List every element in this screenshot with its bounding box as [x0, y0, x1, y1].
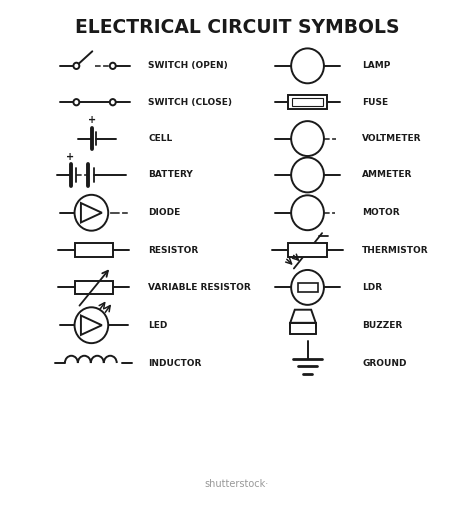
Circle shape	[74, 195, 108, 231]
Text: +: +	[88, 116, 96, 125]
Text: LDR: LDR	[362, 283, 382, 292]
Text: M: M	[301, 205, 314, 218]
Text: LAMP: LAMP	[362, 61, 391, 70]
Polygon shape	[290, 310, 316, 323]
Text: MOTOR: MOTOR	[362, 208, 400, 217]
Bar	[298, 283, 318, 292]
Text: RESISTOR: RESISTOR	[148, 245, 199, 255]
Bar	[74, 281, 113, 294]
Circle shape	[291, 48, 324, 83]
Text: SWITCH (OPEN): SWITCH (OPEN)	[148, 61, 228, 70]
Circle shape	[110, 63, 116, 69]
Text: VARIABLE RESISTOR: VARIABLE RESISTOR	[148, 283, 251, 292]
Text: FUSE: FUSE	[362, 97, 388, 107]
Bar	[288, 243, 327, 257]
Text: SWITCH (CLOSE): SWITCH (CLOSE)	[148, 97, 232, 107]
Text: DIODE: DIODE	[148, 208, 181, 217]
Circle shape	[291, 121, 324, 156]
Text: BATTERY: BATTERY	[148, 170, 193, 179]
Text: AMMETER: AMMETER	[362, 170, 412, 179]
Text: GROUND: GROUND	[362, 359, 407, 368]
Text: THERMISTOR: THERMISTOR	[362, 245, 429, 255]
Text: CELL: CELL	[148, 134, 173, 143]
Text: LED: LED	[148, 321, 168, 330]
Circle shape	[291, 195, 324, 230]
Bar	[292, 98, 323, 106]
Text: shutterstock·: shutterstock·	[205, 479, 269, 489]
Circle shape	[73, 63, 79, 69]
Text: +: +	[66, 152, 74, 162]
Circle shape	[110, 99, 116, 106]
Polygon shape	[81, 203, 102, 222]
Text: ELECTRICAL CIRCUIT SYMBOLS: ELECTRICAL CIRCUIT SYMBOLS	[75, 18, 399, 36]
Text: A: A	[303, 168, 312, 180]
Bar	[288, 95, 327, 109]
Text: BUZZER: BUZZER	[362, 321, 402, 330]
Text: V: V	[303, 131, 312, 143]
Circle shape	[74, 307, 108, 343]
Circle shape	[73, 99, 79, 106]
Text: VOLTMETER: VOLTMETER	[362, 134, 422, 143]
Text: INDUCTOR: INDUCTOR	[148, 359, 201, 368]
Circle shape	[291, 270, 324, 305]
Bar	[74, 243, 113, 257]
Circle shape	[291, 158, 324, 192]
Polygon shape	[81, 316, 102, 335]
